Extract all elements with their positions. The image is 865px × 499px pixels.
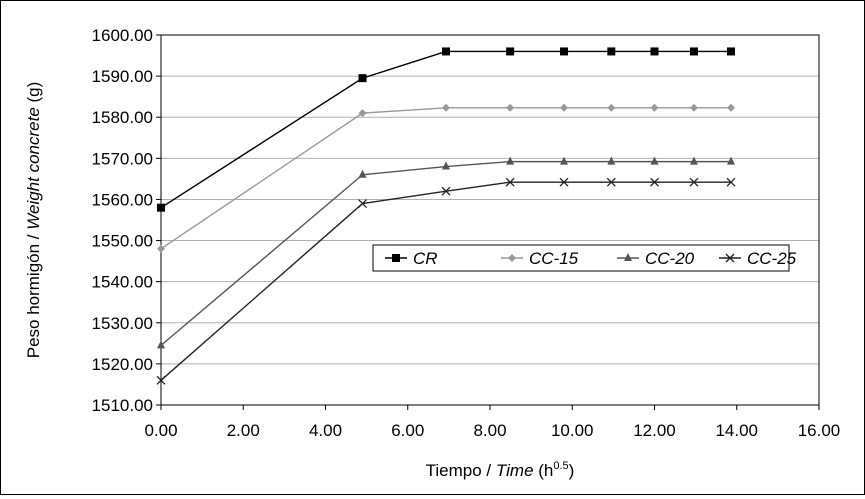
y-tick-label: 1580.00 (92, 108, 153, 127)
y-tick-label: 1550.00 (92, 232, 153, 251)
marker-triangle (560, 156, 569, 165)
series-cc-15 (157, 103, 735, 253)
marker-diamond (650, 103, 659, 112)
x-tick-label: 2.00 (227, 421, 260, 440)
x-axis-label-part-b: Time (496, 461, 534, 480)
x-tick-label: 14.00 (715, 421, 758, 440)
marker-x (689, 177, 699, 187)
marker-triangle (624, 253, 632, 261)
x-axis-label-superscript: 0.5 (553, 460, 568, 472)
y-tick-label: 1530.00 (92, 314, 153, 333)
y-axis-label: Peso hormigón / Weight concrete (g) (24, 82, 43, 359)
x-tick-label: 6.00 (391, 421, 424, 440)
marker-square (560, 47, 569, 56)
y-axis-label-part-a: Peso hormigón / (24, 230, 43, 359)
marker-diamond (508, 254, 516, 262)
legend-item-cr: CR (385, 249, 438, 268)
x-tick-label: 0.00 (144, 421, 177, 440)
marker-triangle (506, 156, 515, 165)
marker-diamond (607, 103, 616, 112)
series-layer (156, 47, 736, 385)
x-axis-label-part-c: (h (534, 461, 554, 480)
marker-x (559, 177, 569, 187)
series-line (160, 107, 731, 250)
series-cr (157, 47, 735, 212)
legend-label: CR (413, 249, 438, 268)
legend-label: CC-25 (747, 249, 797, 268)
x-axis-label-part-a: Tiempo / (426, 461, 496, 480)
legend-item-cc-15: CC-15 (501, 249, 579, 268)
x-tick-label: 4.00 (309, 421, 342, 440)
x-axis-label-part-d: ) (569, 461, 575, 480)
marker-triangle (157, 340, 165, 349)
y-axis-label-part-b: Weight concrete (24, 107, 43, 230)
marker-square (650, 47, 659, 56)
marker-triangle (650, 156, 659, 165)
marker-square (689, 47, 698, 56)
legend: CR CC-15 CC-20 CC-25 (372, 244, 797, 272)
marker-diamond (441, 103, 450, 112)
legend-label: CC-15 (529, 249, 579, 268)
marker-square (726, 47, 735, 56)
y-axis-label-part-c: (g) (24, 82, 43, 108)
marker-diamond (157, 244, 165, 253)
marker-diamond (726, 103, 735, 112)
marker-x (358, 199, 367, 209)
legend-item-cc-25: CC-25 (719, 249, 797, 268)
marker-triangle (689, 156, 698, 165)
marker-x (726, 177, 736, 187)
y-tick-label: 1510.00 (92, 396, 153, 415)
marker-triangle (358, 169, 367, 178)
grid-lines (161, 34, 819, 406)
marker-diamond (358, 109, 367, 118)
x-axis-ticks: 0.00 2.00 4.00 6.00 8.00 10.00 12.00 14.00 16.00 (144, 405, 840, 440)
series-line (160, 50, 731, 209)
legend-label: CC-20 (645, 249, 695, 268)
series-cc-25 (156, 177, 736, 385)
marker-square (441, 47, 450, 56)
marker-diamond (689, 103, 698, 112)
y-tick-label: 1560.00 (92, 190, 153, 209)
marker-diamond (560, 103, 569, 112)
marker-square (392, 254, 400, 262)
marker-square (157, 203, 165, 212)
legend-item-cc-20: CC-20 (617, 249, 695, 268)
x-axis-label: Tiempo / Time (h0.5) (426, 460, 575, 480)
marker-x (441, 186, 451, 196)
marker-diamond (506, 103, 515, 112)
y-tick-label: 1520.00 (92, 355, 153, 374)
x-tick-label: 10.00 (551, 421, 594, 440)
x-tick-label: 8.00 (473, 421, 506, 440)
marker-x (505, 177, 515, 187)
y-axis-ticks: 1510.00 1520.00 1530.00 1540.00 1550.00 1560.… (92, 26, 161, 415)
plot-area (160, 34, 820, 406)
marker-triangle (726, 156, 735, 165)
marker-x (725, 253, 735, 263)
y-tick-label: 1570.00 (92, 149, 153, 168)
series-cc-20 (157, 156, 735, 349)
y-tick-label: 1600.00 (92, 26, 153, 45)
y-tick-label: 1590.00 (92, 67, 153, 86)
marker-triangle (441, 161, 450, 170)
marker-x (156, 375, 166, 385)
marker-square (607, 47, 616, 56)
x-tick-label: 12.00 (633, 421, 676, 440)
marker-x (606, 177, 616, 187)
marker-x (650, 177, 659, 187)
x-tick-label: 16.00 (798, 421, 841, 440)
y-tick-label: 1540.00 (92, 273, 153, 292)
marker-triangle (607, 156, 616, 165)
marker-square (506, 47, 515, 56)
marker-square (358, 74, 367, 83)
